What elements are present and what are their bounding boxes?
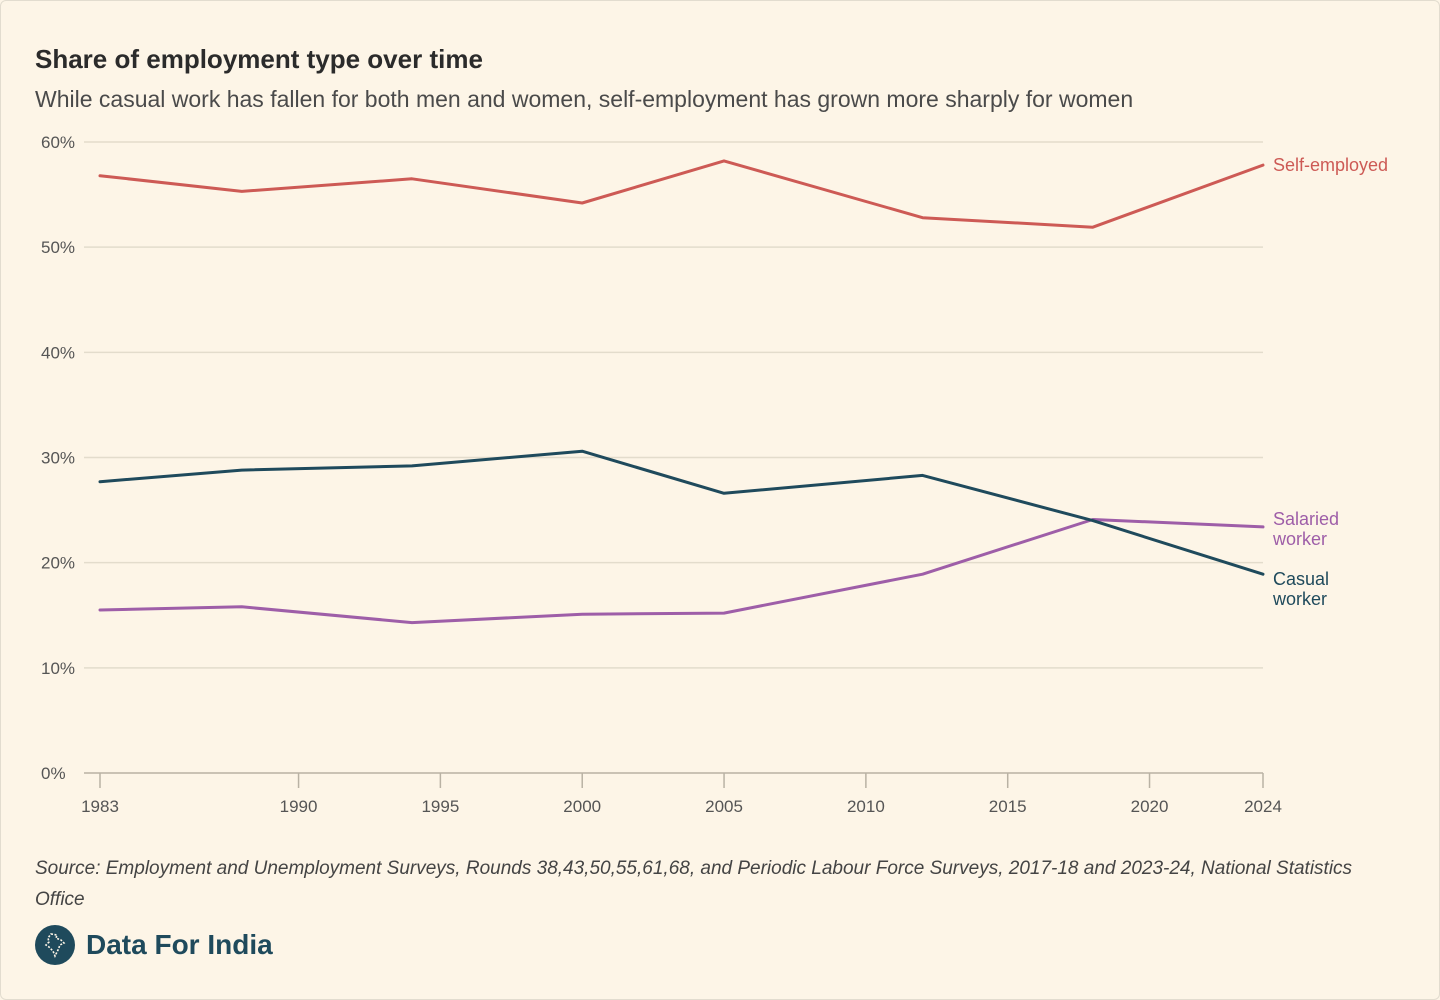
- series-label-salaried-worker: Salaried worker: [1272, 509, 1339, 549]
- x-tick-label-2015: 2015: [989, 797, 1027, 816]
- x-tick-label-2020: 2020: [1131, 797, 1169, 816]
- x-tick-label-2005: 2005: [705, 797, 743, 816]
- y-axis: 0% 10% 20% 30% 40% 50% 60%: [41, 133, 75, 783]
- x-axis: 1983 1990 1995 2000 2005 2010 2015 2020 2024: [81, 772, 1282, 816]
- x-tick-label-2010: 2010: [847, 797, 885, 816]
- y-tick-label-40: 40%: [41, 343, 75, 362]
- y-tick-label-0: 0%: [41, 764, 66, 783]
- x-tick-label-2000: 2000: [563, 797, 601, 816]
- y-tick-label-30: 30%: [41, 449, 75, 468]
- brand-logo[interactable]: Data For India: [35, 924, 273, 966]
- gridlines: [84, 141, 1263, 669]
- series-lines: [98, 159, 1265, 625]
- y-tick-label-60: 60%: [41, 133, 75, 152]
- series-line-salaried-worker: [98, 518, 1265, 625]
- line-chart: 0% 10% 20% 30% 40% 50% 60% 1983 1990 1995 2000 200…: [41, 133, 1388, 816]
- x-tick-label-1983: 1983: [81, 797, 119, 816]
- y-tick-label-20: 20%: [41, 554, 75, 573]
- series-labels: Self-employed Salaried worker Casual worker: [1272, 155, 1388, 609]
- y-tick-label-50: 50%: [41, 238, 75, 257]
- brand-name: Data For India: [86, 929, 273, 960]
- series-label-self-employed: Self-employed: [1273, 155, 1388, 175]
- source-note: Source: Employment and Unemployment Surv…: [35, 858, 1353, 910]
- chart-subtitle: While casual work has fallen for both me…: [35, 86, 1134, 112]
- series-label-casual-worker: Casual worker: [1272, 569, 1329, 609]
- series-line-self-employed: [98, 159, 1265, 229]
- y-tick-label-10: 10%: [41, 659, 75, 678]
- x-tick-label-2024: 2024: [1244, 797, 1282, 816]
- series-line-casual-worker: [98, 449, 1265, 576]
- india-map-icon: [35, 925, 75, 965]
- x-tick-label-1990: 1990: [280, 797, 318, 816]
- chart-title: Share of employment type over time: [35, 44, 483, 74]
- x-tick-label-1995: 1995: [421, 797, 459, 816]
